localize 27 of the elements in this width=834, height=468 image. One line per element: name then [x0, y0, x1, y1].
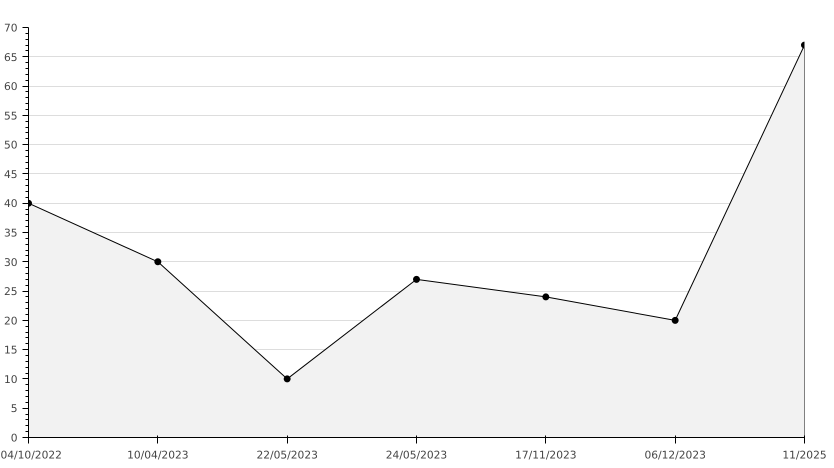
- x-tick-label: 06/12/2023: [644, 448, 706, 462]
- point: [154, 258, 162, 266]
- point: [284, 375, 291, 382]
- point: [413, 276, 420, 283]
- y-tick-label: 65: [4, 50, 18, 64]
- y-tick-label: 0: [10, 432, 18, 444]
- y-tick-label: 45: [4, 168, 18, 181]
- y-tick-label: 30: [4, 256, 18, 269]
- y-tick-label: 20: [4, 314, 18, 328]
- x-tick-label: 17/11/2023: [515, 448, 577, 462]
- y-tick-label: 5: [10, 402, 18, 416]
- x-tick-label: 24/05/2023: [386, 448, 448, 462]
- y-tick-label: 15: [4, 344, 18, 357]
- y-tick-label: 25: [4, 285, 18, 298]
- y-tick-label: 40: [4, 197, 18, 210]
- y-tick-label: 10: [4, 372, 18, 386]
- x-tick-label: 11/2025: [782, 448, 827, 462]
- x-tick-label: 10/04/2023: [127, 448, 189, 462]
- point: [672, 316, 679, 324]
- y-tick-label: 55: [4, 109, 18, 122]
- y-tick-label: 60: [4, 80, 18, 94]
- y-tick-label: 70: [4, 22, 18, 34]
- x-tick-label: 22/05/2023: [256, 448, 318, 462]
- point: [542, 293, 550, 300]
- x-tick-label: 04/10/2022: [0, 448, 62, 462]
- y-tick-label: 50: [4, 138, 18, 152]
- y-tick-label: 35: [4, 226, 18, 240]
